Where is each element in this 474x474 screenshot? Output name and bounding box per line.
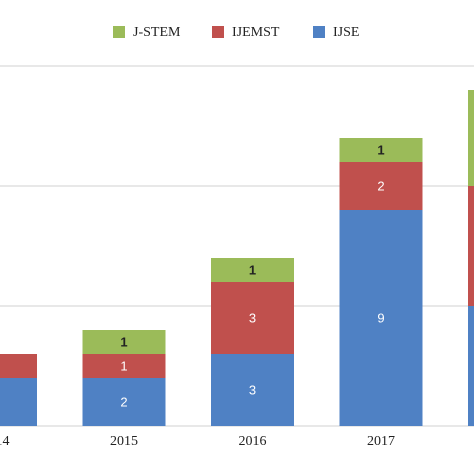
legend-swatch (113, 26, 125, 38)
bar-segment (468, 90, 474, 186)
value-label: 3 (249, 310, 256, 325)
bar-segment (339, 162, 423, 210)
legend-label: J-STEM (133, 25, 181, 40)
legend-label: IJSE (333, 25, 359, 40)
bar-segment (0, 378, 37, 426)
x-tick-label: 2017 (367, 434, 395, 449)
bar-segment (82, 330, 166, 354)
bar-segment (468, 306, 474, 426)
legend-swatch (313, 26, 325, 38)
value-label: 2 (377, 178, 384, 193)
value-label: 1 (120, 334, 127, 349)
x-tick-label: 2014 (0, 434, 10, 449)
legend-swatch (212, 26, 224, 38)
legend-label: IJEMST (232, 25, 280, 40)
bar-segment (211, 258, 294, 282)
x-tick-label: 2016 (239, 434, 267, 449)
bar-segment (339, 138, 423, 162)
x-tick-label: 2015 (110, 434, 138, 449)
value-label: 3 (249, 382, 256, 397)
bar-segment (468, 186, 474, 306)
value-label: 1 (249, 262, 256, 277)
bar-segment (211, 282, 294, 354)
value-label: 9 (377, 310, 384, 325)
bar-segment (82, 378, 166, 426)
value-label: 1 (120, 358, 127, 373)
bar-segment (82, 354, 166, 378)
bar-segment (211, 354, 294, 426)
bar-segment (0, 354, 37, 378)
value-label: 2 (120, 394, 127, 409)
value-label: 1 (377, 142, 384, 157)
bar-segment (339, 210, 423, 426)
